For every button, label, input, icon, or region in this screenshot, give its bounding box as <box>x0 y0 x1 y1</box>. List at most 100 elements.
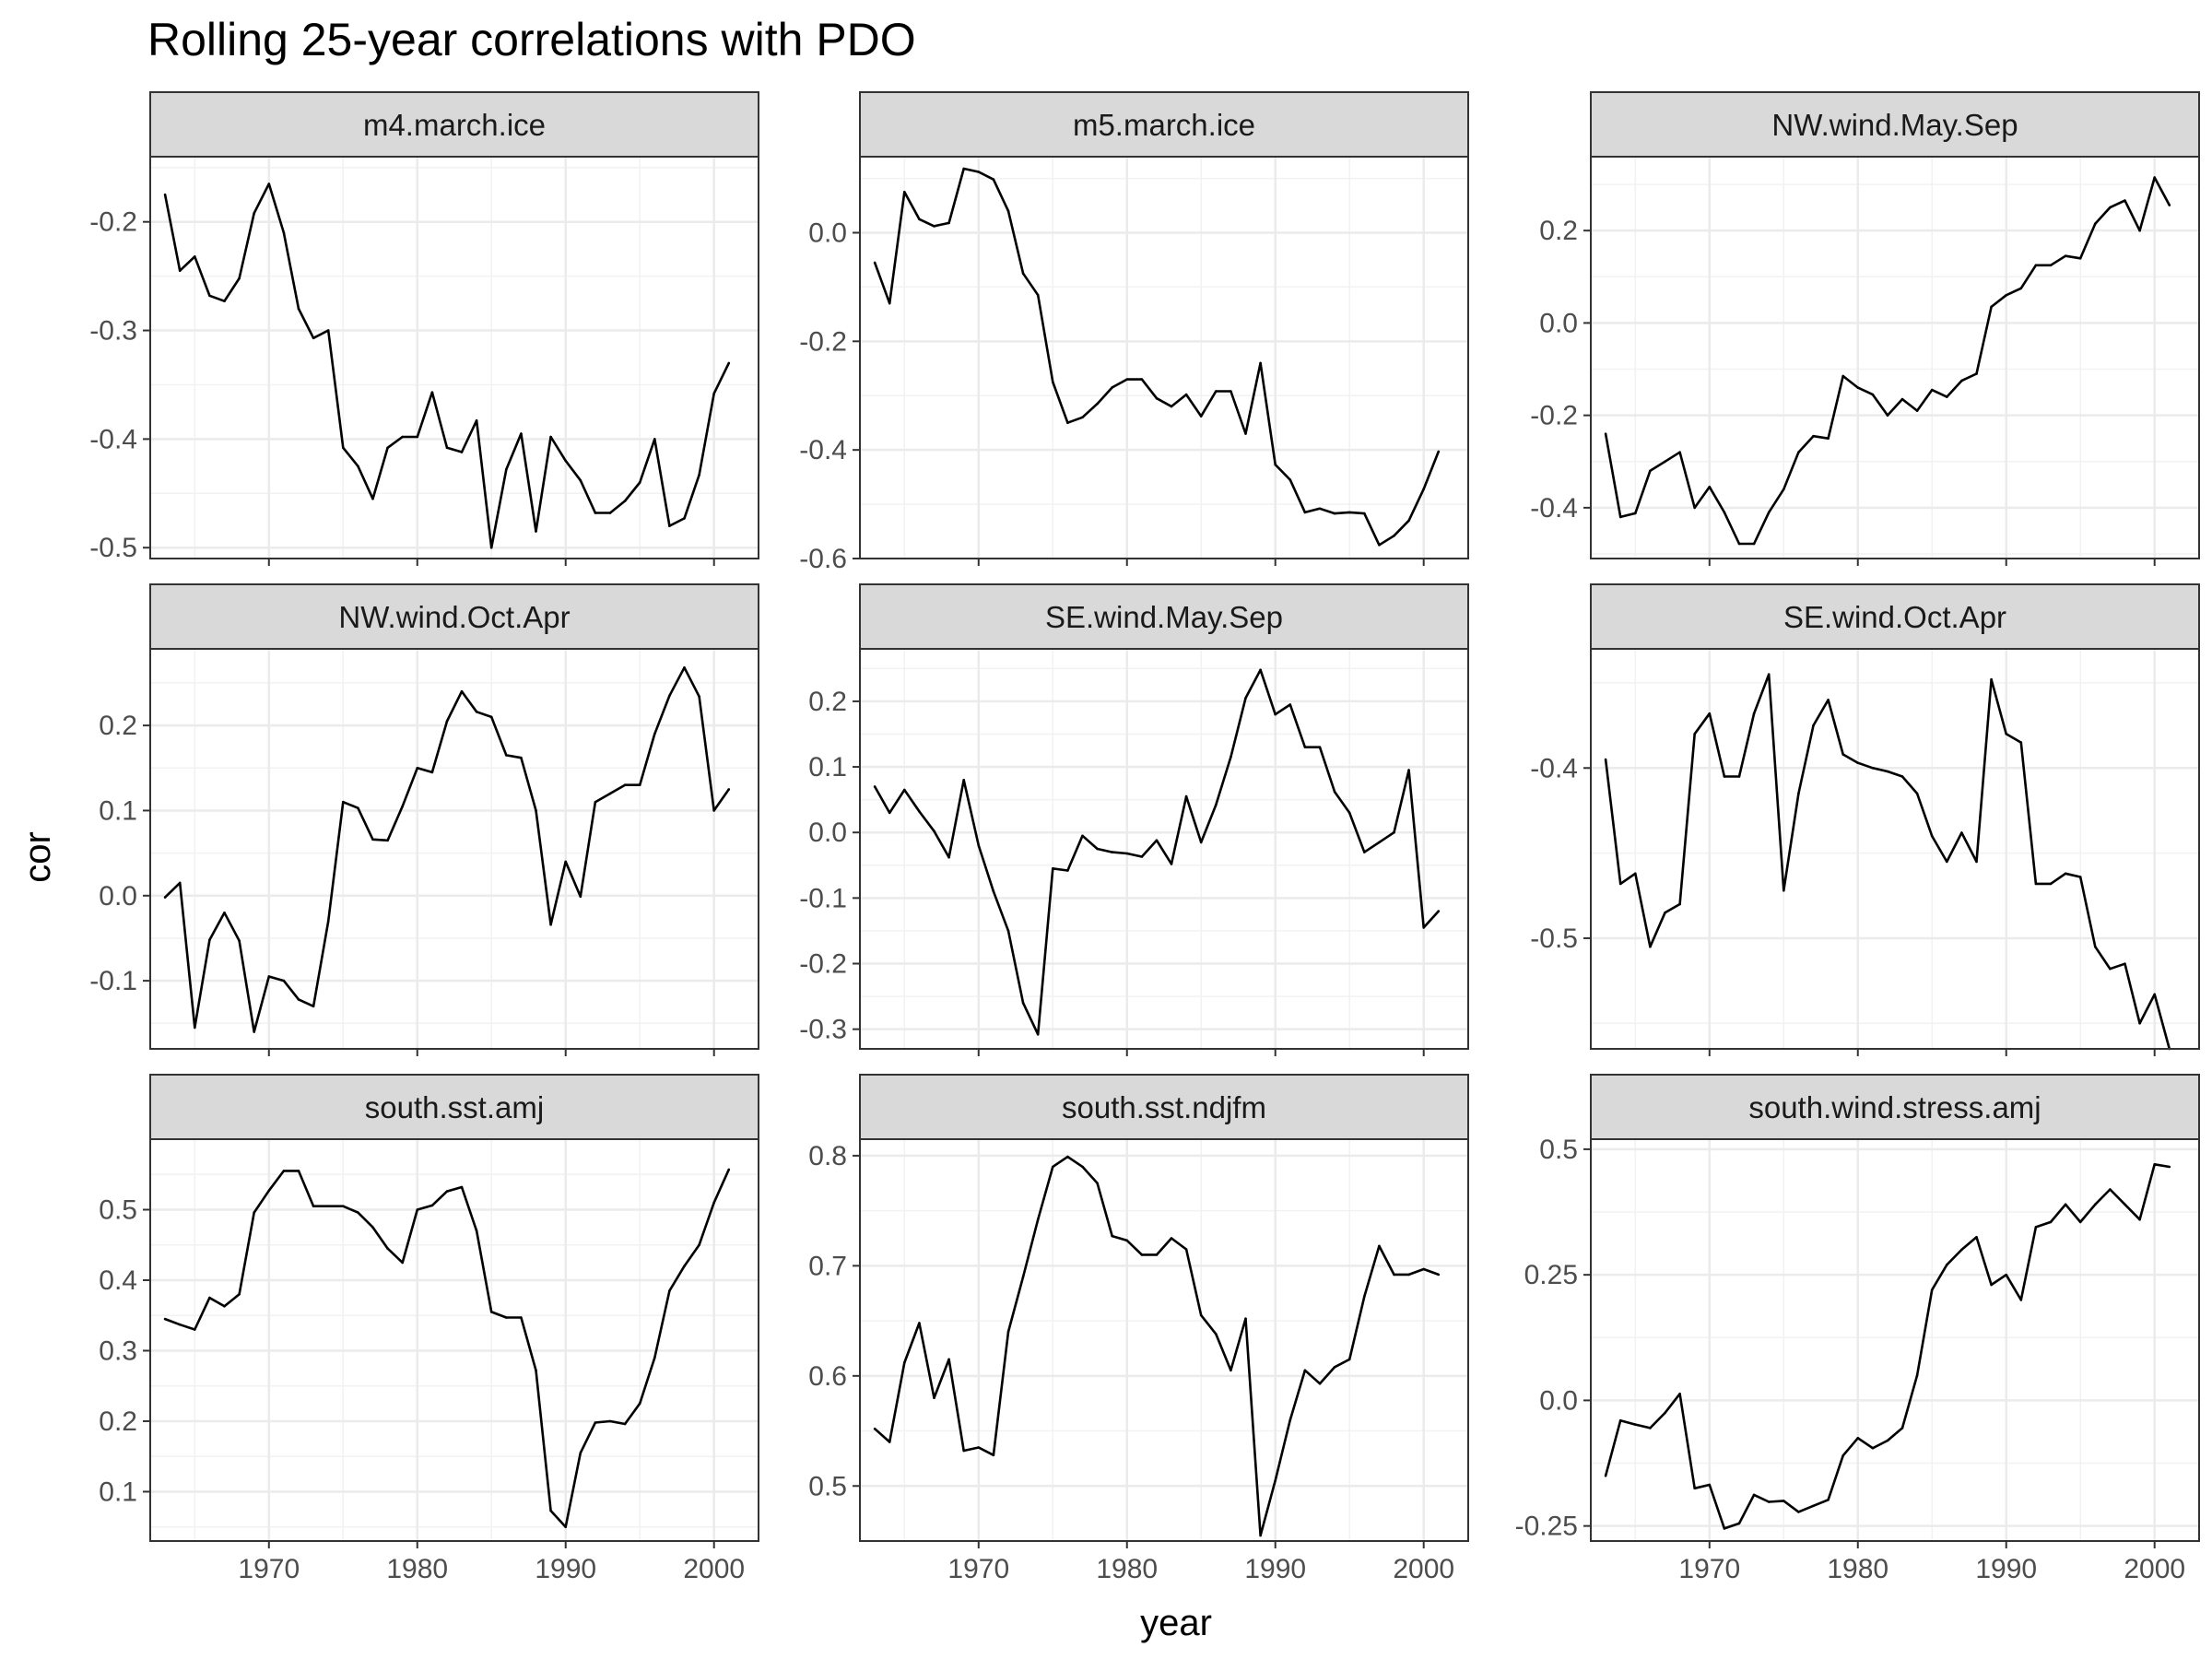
data-point <box>1975 860 1978 864</box>
data-point <box>1827 1499 1830 1501</box>
data-point <box>1215 804 1218 806</box>
data-point <box>1244 432 1247 435</box>
data-point <box>1215 390 1218 393</box>
x-tick-label: 2000 <box>683 1554 745 1584</box>
data-point <box>357 1211 359 1214</box>
data-point <box>1274 712 1277 716</box>
y-tick-label: -0.4 <box>89 424 137 454</box>
data-point <box>1303 746 1307 748</box>
data-point <box>1693 506 1696 510</box>
panel-border <box>149 1138 759 1542</box>
facet-strip-label: SE.wind.Oct.Apr <box>1783 600 2006 634</box>
data-point <box>1797 792 1800 795</box>
data-point <box>357 806 359 809</box>
y-axis-title: cor <box>18 831 58 883</box>
y-tick-label: 0.5 <box>99 1194 137 1225</box>
data-point <box>564 459 567 463</box>
data-point <box>1678 1393 1681 1395</box>
x-tick-label: 1990 <box>535 1554 596 1584</box>
data-point <box>1006 1330 1010 1334</box>
data-point <box>712 1201 715 1205</box>
data-point <box>1111 851 1113 853</box>
data-point <box>430 771 434 774</box>
data-point <box>1437 1273 1441 1277</box>
data-point <box>1244 697 1247 700</box>
data-point <box>1604 758 1607 761</box>
data-point <box>608 1419 612 1423</box>
data-point <box>903 191 906 194</box>
data-point <box>623 1422 627 1426</box>
data-point <box>2064 872 2067 876</box>
data-point <box>1437 450 1441 453</box>
data-point <box>918 218 921 221</box>
data-point <box>2124 1203 2126 1206</box>
facet-panel: south.sst.ndjfm 0.5 0.6 0.7 0.8 1970 1980 1990 2… <box>808 1074 1469 1584</box>
data-point <box>1170 1237 1173 1240</box>
facet-strip <box>1590 583 2200 650</box>
data-point <box>253 1030 256 1033</box>
data-point <box>1797 1511 1800 1513</box>
data-point <box>326 329 330 332</box>
data-point <box>1767 673 1771 676</box>
panel-background <box>860 157 1468 559</box>
y-tick-label: 0.1 <box>99 795 137 826</box>
y-tick-label: 0.25 <box>1524 1260 1578 1290</box>
data-point <box>267 1189 271 1193</box>
data-point <box>1678 451 1681 454</box>
panel-border <box>1590 648 2200 1050</box>
data-point <box>594 800 597 804</box>
data-point <box>1634 872 1637 876</box>
data-point <box>2138 1218 2141 1221</box>
data-point <box>1693 733 1696 735</box>
data-point <box>1783 1500 1785 1502</box>
facet-panel: SE.wind.Oct.Apr -0.5 -0.4 <box>1530 583 2200 1056</box>
data-point <box>1288 703 1292 706</box>
data-point <box>371 1226 374 1229</box>
y-tick-label: -0.25 <box>1515 1512 1578 1542</box>
data-point <box>1378 1244 1381 1248</box>
data-point <box>608 792 612 795</box>
data-point <box>1155 839 1159 842</box>
data-point <box>1812 724 1815 727</box>
data-point <box>163 193 167 196</box>
panel-border <box>1590 1138 2200 1542</box>
data-point <box>1052 381 1054 383</box>
data-point <box>2078 257 2082 260</box>
data-point <box>1664 1411 1666 1415</box>
data-point <box>1407 1273 1410 1277</box>
data-point <box>401 805 405 808</box>
data-point <box>312 336 315 340</box>
data-point <box>505 1316 508 1319</box>
data-point <box>1363 512 1366 515</box>
data-point <box>1871 767 1875 770</box>
data-point <box>2005 294 2007 297</box>
data-point <box>873 261 877 265</box>
panel-border <box>859 648 1469 1050</box>
data-point <box>1170 863 1173 865</box>
data-point <box>668 1289 671 1292</box>
data-point <box>1333 790 1336 794</box>
data-point <box>2094 1203 2097 1206</box>
data-point <box>1288 1418 1292 1421</box>
data-point <box>2109 1188 2112 1191</box>
data-point <box>2049 882 2053 886</box>
data-point <box>163 896 167 899</box>
data-point <box>1184 794 1188 798</box>
data-point <box>1990 1283 1993 1287</box>
y-tick-label: 0.8 <box>808 1141 847 1171</box>
y-tick-label: -0.2 <box>89 207 137 238</box>
data-point <box>282 231 286 234</box>
data-point <box>1155 1253 1159 1256</box>
data-point <box>2109 967 2112 971</box>
data-point <box>1199 841 1203 844</box>
data-point <box>1155 396 1159 400</box>
data-point <box>1066 421 1069 425</box>
panel-background <box>150 649 759 1049</box>
data-point <box>1604 1474 1607 1477</box>
data-point <box>1096 1182 1099 1185</box>
data-point <box>579 478 582 482</box>
data-point <box>903 788 906 792</box>
data-point <box>1930 388 1934 392</box>
data-point <box>594 1421 597 1424</box>
data-point <box>1052 1165 1054 1169</box>
